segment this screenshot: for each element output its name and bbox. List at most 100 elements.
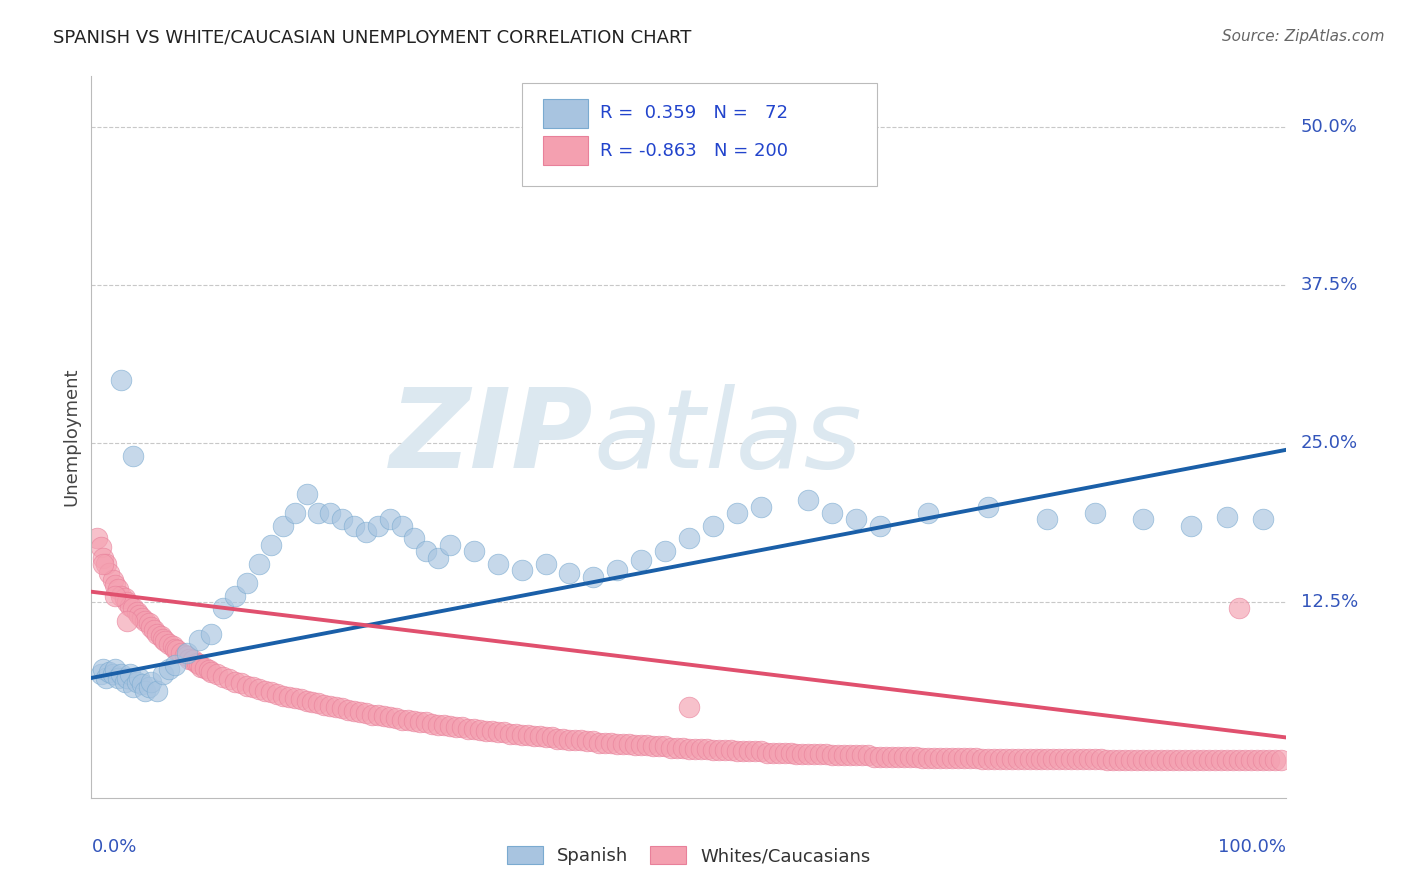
Point <box>1001 752 1024 766</box>
Point <box>922 751 945 765</box>
Point <box>197 663 219 677</box>
Point <box>582 734 605 748</box>
Point <box>571 733 593 747</box>
Point <box>141 620 162 634</box>
Point <box>1012 752 1035 766</box>
Point <box>367 707 389 722</box>
Point <box>612 737 634 751</box>
Point <box>582 569 605 583</box>
Point <box>190 659 212 673</box>
Point <box>1270 753 1292 767</box>
Text: 12.5%: 12.5% <box>1301 593 1358 611</box>
Point <box>104 578 127 592</box>
Point <box>1233 753 1256 767</box>
Point <box>576 734 599 748</box>
Point <box>271 518 294 533</box>
Point <box>1264 753 1286 767</box>
Point <box>606 563 628 577</box>
Point <box>307 506 329 520</box>
Point <box>157 637 180 651</box>
Point <box>666 740 689 755</box>
Point <box>179 652 201 666</box>
Point <box>941 751 963 765</box>
Point <box>498 727 520 741</box>
Point <box>1036 752 1059 766</box>
Point <box>181 653 204 667</box>
Text: 0.0%: 0.0% <box>91 838 136 856</box>
Point <box>125 674 148 689</box>
Point <box>115 614 138 628</box>
Point <box>1257 753 1279 767</box>
Point <box>354 525 377 540</box>
Point <box>211 670 233 684</box>
Point <box>343 518 366 533</box>
Point <box>474 724 498 739</box>
Point <box>98 665 121 679</box>
Point <box>678 742 700 756</box>
Point <box>152 632 174 646</box>
Point <box>1042 752 1064 766</box>
Point <box>1132 512 1154 526</box>
Point <box>319 506 342 520</box>
Point <box>295 487 318 501</box>
Point <box>606 737 628 751</box>
Point <box>146 626 169 640</box>
Point <box>797 493 820 508</box>
Point <box>235 679 259 693</box>
Point <box>702 518 724 533</box>
Point <box>683 742 706 756</box>
Point <box>827 748 849 763</box>
Point <box>101 574 124 588</box>
Point <box>1084 752 1107 766</box>
Point <box>138 616 160 631</box>
Point <box>176 649 198 664</box>
Point <box>114 674 136 689</box>
Point <box>898 749 921 764</box>
Point <box>935 751 957 765</box>
Point <box>229 676 252 690</box>
Point <box>391 518 413 533</box>
Point <box>744 744 766 758</box>
Point <box>1198 753 1220 767</box>
Point <box>343 704 366 718</box>
Point <box>134 614 156 628</box>
Text: R =  0.359   N =   72: R = 0.359 N = 72 <box>600 104 789 122</box>
Point <box>486 557 509 571</box>
Point <box>450 720 472 734</box>
Point <box>420 716 443 731</box>
Point <box>779 746 801 760</box>
Point <box>235 575 259 590</box>
Point <box>1108 753 1130 767</box>
Point <box>481 724 503 739</box>
Point <box>1097 753 1119 767</box>
Y-axis label: Unemployment: Unemployment <box>62 368 80 507</box>
Point <box>166 643 188 657</box>
Point <box>1071 752 1094 766</box>
Point <box>553 731 575 746</box>
Point <box>1161 753 1184 767</box>
Point <box>1132 753 1154 767</box>
Point <box>173 648 195 662</box>
Point <box>976 500 998 514</box>
Point <box>672 740 695 755</box>
Point <box>170 646 193 660</box>
Point <box>118 667 141 681</box>
Point <box>444 720 467 734</box>
Point <box>367 518 389 533</box>
Point <box>295 694 318 708</box>
Point <box>314 698 336 712</box>
Point <box>122 601 145 615</box>
Point <box>463 544 485 558</box>
Point <box>1209 753 1232 767</box>
Point <box>200 626 222 640</box>
Point <box>163 641 186 656</box>
Point <box>93 550 114 565</box>
Point <box>534 731 557 745</box>
Point <box>391 713 413 727</box>
Point <box>1024 752 1046 766</box>
Point <box>1167 753 1189 767</box>
Point <box>983 752 1005 766</box>
Point <box>725 506 748 520</box>
Point <box>409 715 432 730</box>
Point <box>1192 753 1215 767</box>
